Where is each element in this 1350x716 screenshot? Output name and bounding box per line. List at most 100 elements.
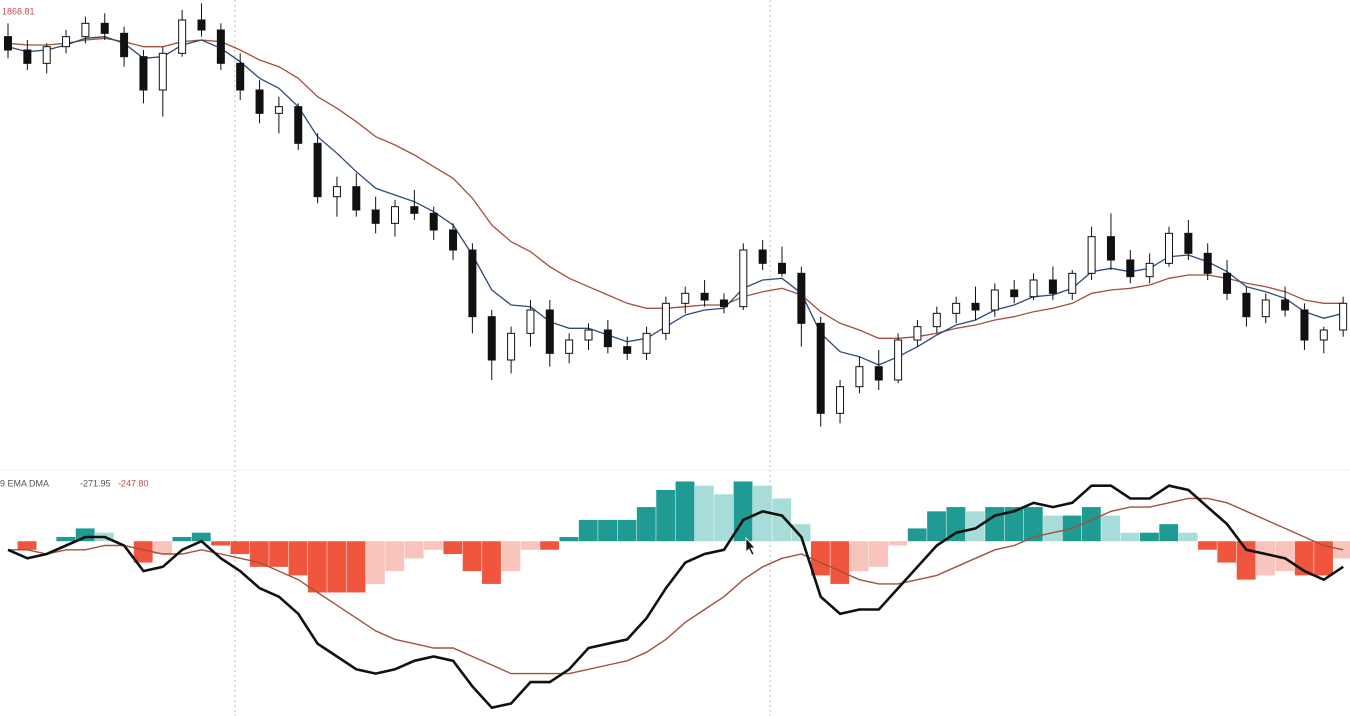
candle-body: [1242, 292, 1251, 318]
histogram-bar: [17, 541, 37, 550]
candle-body: [952, 302, 961, 314]
histogram-bar: [791, 524, 811, 542]
candle-body: [1029, 279, 1038, 298]
candle-body: [391, 206, 399, 224]
histogram-bar: [327, 541, 347, 593]
candle-body: [429, 212, 438, 231]
candle-body: [642, 332, 651, 354]
histogram-bar: [172, 536, 192, 542]
histogram-bar: [346, 541, 366, 593]
histogram-bar: [888, 541, 908, 546]
histogram-bar: [675, 481, 695, 542]
histogram-bar: [907, 528, 927, 542]
candle-body: [158, 52, 167, 91]
candle-body: [565, 339, 574, 354]
candle-body: [855, 366, 864, 388]
histogram-bar: [1081, 507, 1101, 542]
histogram-bar: [636, 507, 656, 542]
candle-body: [120, 32, 129, 58]
candle-body: [449, 229, 458, 251]
histogram-bar: [1101, 515, 1121, 542]
histogram-bar: [1198, 541, 1217, 550]
histogram-bar: [1236, 541, 1256, 580]
histogram-bar: [191, 532, 211, 542]
candle-body: [1300, 309, 1309, 341]
histogram-bar: [1043, 515, 1063, 542]
histogram-bar: [56, 536, 76, 542]
candle-body: [1223, 272, 1232, 294]
histogram-bar: [811, 541, 830, 576]
indicator-label: -247.80: [118, 478, 149, 488]
candle-body: [23, 49, 32, 64]
candle-body: [255, 89, 264, 114]
candle-body: [332, 186, 341, 198]
price-label: 1868.81: [2, 6, 35, 16]
histogram-bar: [462, 541, 482, 572]
histogram-bar: [1217, 541, 1237, 563]
candle-body: [139, 56, 148, 91]
histogram-bar: [404, 541, 424, 559]
histogram-bar: [656, 490, 676, 542]
histogram-bar: [288, 541, 308, 576]
candle-body: [797, 272, 806, 324]
histogram-bar: [927, 511, 946, 542]
histogram-bar: [849, 541, 869, 572]
histogram-bar: [424, 541, 443, 550]
candle-body: [487, 316, 496, 361]
histogram-bar: [230, 541, 250, 555]
candle-body: [1087, 236, 1096, 274]
indicator-label: -271.95: [80, 478, 111, 488]
histogram-bar: [598, 519, 618, 542]
histogram-bar: [1004, 507, 1024, 542]
candle-body: [603, 329, 612, 348]
histogram-bar: [694, 485, 714, 542]
candle-body: [700, 292, 709, 301]
histogram-bar: [520, 541, 540, 550]
candle-body: [1106, 236, 1115, 261]
histogram-bar: [578, 519, 598, 542]
histogram-bar: [443, 541, 463, 555]
candle-body: [778, 262, 786, 274]
cursor: [745, 536, 756, 556]
candle-body: [352, 186, 361, 211]
candle-body: [4, 36, 12, 51]
candle-body: [623, 346, 632, 354]
histogram-bar: [1178, 532, 1198, 542]
histogram-bar: [830, 541, 850, 584]
candle-body: [100, 22, 109, 34]
candle-body: [913, 326, 922, 341]
candle-body: [468, 249, 477, 318]
histogram-bar: [307, 541, 327, 593]
histogram-bar: [869, 541, 888, 567]
candle-body: [1048, 279, 1057, 294]
candle-body: [932, 312, 941, 328]
candle-body: [1145, 262, 1154, 278]
histogram-bar: [1275, 541, 1295, 572]
histogram-bar: [540, 541, 559, 550]
candle-body: [294, 106, 303, 144]
candle-body: [816, 322, 825, 414]
candle-body: [178, 19, 187, 54]
candle-body: [836, 386, 845, 414]
histogram-bar: [385, 541, 405, 572]
histogram-bar: [714, 494, 734, 542]
candle-body: [371, 209, 380, 224]
candle-body: [1010, 289, 1019, 298]
histogram-bar: [501, 541, 521, 572]
indicator-label: 9 EMA DMA: [0, 478, 49, 488]
candle-body: [410, 206, 419, 214]
candle-body: [216, 29, 225, 64]
candle-body: [81, 22, 90, 38]
candle-body: [507, 332, 516, 361]
candle-body: [197, 19, 206, 31]
histogram-bar: [1139, 532, 1159, 542]
candle-body: [990, 289, 999, 311]
candle-body: [584, 329, 593, 341]
candle-body: [1319, 329, 1328, 341]
histogram-bar: [1314, 541, 1333, 576]
candle-body: [1203, 252, 1212, 274]
histogram-bar: [965, 511, 985, 542]
histogram-bar: [752, 485, 772, 542]
histogram-bar: [365, 541, 385, 584]
